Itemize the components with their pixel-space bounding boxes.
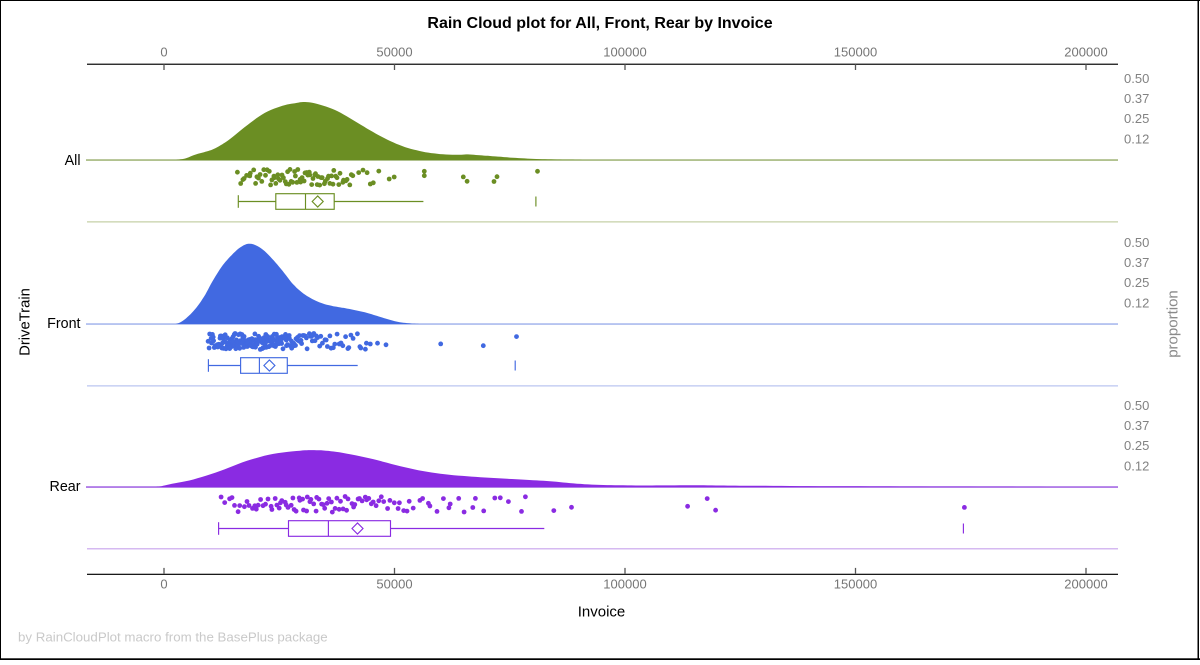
svg-text:0.37: 0.37 — [1124, 255, 1149, 270]
svg-text:by RainCloudPlot macro from th: by RainCloudPlot macro from the BasePlus… — [18, 630, 328, 645]
svg-text:0.12: 0.12 — [1124, 296, 1149, 311]
svg-text:0.25: 0.25 — [1124, 438, 1149, 453]
svg-text:150000: 150000 — [834, 577, 877, 592]
svg-text:50000: 50000 — [376, 45, 412, 60]
svg-text:200000: 200000 — [1064, 577, 1107, 592]
svg-text:All: All — [65, 153, 81, 169]
svg-text:Front: Front — [47, 316, 80, 332]
svg-text:Invoice: Invoice — [578, 603, 626, 620]
svg-text:0: 0 — [160, 577, 167, 592]
svg-text:0: 0 — [160, 45, 167, 60]
svg-text:DriveTrain: DriveTrain — [18, 288, 34, 356]
svg-text:0.50: 0.50 — [1124, 235, 1149, 250]
svg-text:100000: 100000 — [603, 577, 646, 592]
svg-text:0.25: 0.25 — [1124, 111, 1149, 126]
svg-text:150000: 150000 — [834, 45, 877, 60]
svg-text:100000: 100000 — [603, 45, 646, 60]
svg-text:0.12: 0.12 — [1124, 132, 1149, 147]
svg-text:Rain Cloud plot for All, Front: Rain Cloud plot for All, Front, Rear by … — [427, 15, 772, 32]
svg-text:proportion: proportion — [1165, 290, 1182, 358]
svg-text:0.50: 0.50 — [1124, 398, 1149, 413]
svg-text:200000: 200000 — [1064, 45, 1107, 60]
svg-text:0.12: 0.12 — [1124, 459, 1149, 474]
svg-text:0.25: 0.25 — [1124, 275, 1149, 290]
svg-text:Rear: Rear — [50, 479, 81, 495]
svg-text:0.37: 0.37 — [1124, 91, 1149, 106]
svg-text:0.37: 0.37 — [1124, 418, 1149, 433]
svg-text:50000: 50000 — [376, 577, 412, 592]
svg-text:0.50: 0.50 — [1124, 71, 1149, 86]
